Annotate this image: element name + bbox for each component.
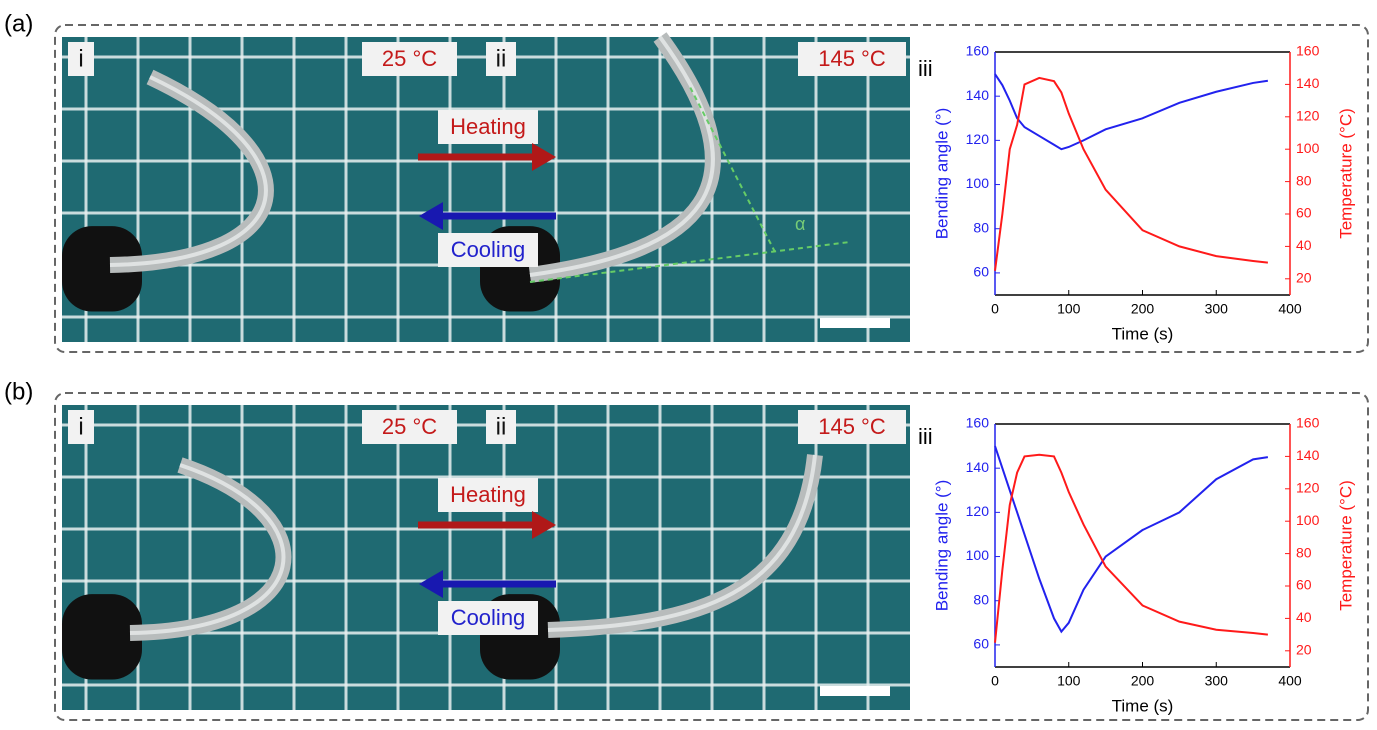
y2-tick-label: 60 — [1296, 205, 1312, 221]
y-tick-label: 60 — [973, 264, 989, 280]
y2-tick-label: 120 — [1296, 108, 1320, 124]
panel-label: (b) — [4, 378, 33, 405]
scale-bar — [820, 318, 890, 328]
y-tick-label: 140 — [966, 459, 990, 475]
angle-label: α — [795, 214, 805, 234]
x-tick-label: 300 — [1205, 673, 1229, 689]
x-tick-label: 100 — [1057, 301, 1081, 317]
clamp — [62, 594, 142, 679]
page: (a) α i 25 °C ii 145 °C Heating Cooling iii (b) i 2… — [0, 0, 1377, 730]
x-tick-label: 200 — [1131, 673, 1155, 689]
y-tick-label: 120 — [966, 131, 990, 147]
series-line — [995, 74, 1268, 149]
figure: (a) α i 25 °C ii 145 °C Heating Cooling iii (b) i 2… — [0, 0, 1377, 725]
photo-label: ii — [496, 45, 507, 72]
y2-tick-label: 80 — [1296, 172, 1312, 188]
x-axis-label: Time (s) — [1112, 696, 1174, 715]
y2-tick-label: 80 — [1296, 544, 1312, 560]
y2-tick-label: 40 — [1296, 237, 1312, 253]
y2-tick-label: 140 — [1296, 447, 1320, 463]
scale-bar — [820, 686, 890, 696]
photo-label: Cooling — [451, 605, 526, 630]
photo-label: ii — [496, 413, 507, 440]
y2-tick-label: 40 — [1296, 609, 1312, 625]
y-tick-label: 80 — [973, 591, 989, 607]
photo-label: i — [78, 45, 83, 72]
x-tick-label: 400 — [1278, 673, 1302, 689]
y-tick-label: 160 — [966, 415, 990, 431]
photo-label: 25 °C — [382, 414, 437, 439]
y-tick-label: 100 — [966, 175, 990, 191]
chart-label: iii — [918, 56, 933, 81]
y2-tick-label: 120 — [1296, 480, 1320, 496]
y2-tick-label: 100 — [1296, 140, 1320, 156]
photo-label: Cooling — [451, 237, 526, 262]
series-line — [995, 78, 1268, 271]
photo-label: 25 °C — [382, 46, 437, 71]
y2-tick-label: 20 — [1296, 642, 1312, 658]
series-line — [995, 446, 1268, 632]
y2-tick-label: 60 — [1296, 577, 1312, 593]
y-tick-label: 60 — [973, 636, 989, 652]
y-tick-label: 140 — [966, 87, 990, 103]
y-axis-label: Bending angle (°) — [932, 480, 951, 612]
y-tick-label: 160 — [966, 43, 990, 59]
x-tick-label: 300 — [1205, 301, 1229, 317]
y-tick-label: 80 — [973, 219, 989, 235]
photo-label: 145 °C — [818, 414, 886, 439]
y-tick-label: 100 — [966, 547, 990, 563]
y2-tick-label: 160 — [1296, 415, 1320, 431]
photo-label: Heating — [450, 114, 526, 139]
x-tick-label: 400 — [1278, 301, 1302, 317]
series-line — [995, 455, 1268, 643]
y2-axis-label: Temperature (°C) — [1336, 480, 1355, 611]
x-tick-label: 0 — [991, 673, 999, 689]
x-axis-label: Time (s) — [1112, 324, 1174, 343]
photo-label: i — [78, 413, 83, 440]
y2-axis-label: Temperature (°C) — [1336, 108, 1355, 239]
y-tick-label: 120 — [966, 503, 990, 519]
x-tick-label: 0 — [991, 301, 999, 317]
photo-label: Heating — [450, 482, 526, 507]
y2-tick-label: 140 — [1296, 75, 1320, 91]
x-tick-label: 200 — [1131, 301, 1155, 317]
y2-tick-label: 20 — [1296, 270, 1312, 286]
y-axis-label: Bending angle (°) — [932, 108, 951, 240]
panel-label: (a) — [4, 10, 33, 37]
y2-tick-label: 100 — [1296, 512, 1320, 528]
photo-label: 145 °C — [818, 46, 886, 71]
y2-tick-label: 160 — [1296, 43, 1320, 59]
x-tick-label: 100 — [1057, 673, 1081, 689]
chart-label: iii — [918, 424, 933, 449]
